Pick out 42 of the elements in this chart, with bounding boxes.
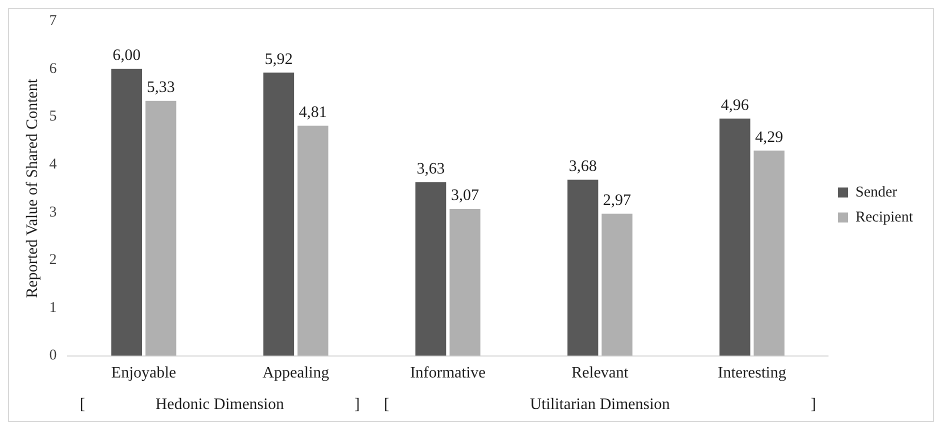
text: ] (810, 396, 816, 414)
legend-label: Recipient (856, 209, 914, 226)
data-label: 4,81 (298, 104, 327, 121)
y-tick-label: 4 (49, 156, 58, 172)
legend-label: Sender (856, 184, 898, 200)
y-tick-label: 6 (49, 60, 58, 77)
text: ] (354, 396, 360, 414)
x-tick-label: Informative (410, 364, 486, 382)
data-label: 5,92 (264, 50, 293, 68)
y-tick-label: 0 (49, 348, 57, 364)
data-label: 3,07 (450, 187, 479, 204)
text: Utilitarian Dimension (530, 396, 670, 414)
y-tick-label: 2 (49, 252, 57, 268)
x-tick-label: Appealing (262, 364, 330, 382)
bar (298, 126, 328, 356)
x-tick-label: Relevant (571, 364, 629, 382)
bar (263, 72, 294, 356)
y-tick-label: 3 (49, 204, 57, 220)
data-label: 5,33 (146, 79, 175, 96)
y-tick-label: 5 (49, 108, 57, 125)
data-label: 3,68 (568, 158, 597, 175)
y-tick-label: 7 (49, 12, 58, 29)
bar (719, 118, 750, 356)
bar (450, 208, 480, 356)
bar (111, 68, 142, 356)
text: [ (384, 396, 390, 414)
text: [ (80, 396, 86, 414)
bar (567, 180, 598, 356)
data-label: 6,00 (112, 47, 141, 64)
bar (754, 150, 784, 356)
data-label: 3,63 (416, 160, 445, 178)
bar (602, 214, 632, 356)
data-label: 4,29 (755, 128, 784, 146)
data-label: 2,97 (603, 192, 632, 209)
bar (415, 182, 446, 356)
y-axis-title: Reported Value of Shared Content (24, 78, 41, 298)
x-tick-label: Enjoyable (111, 364, 176, 382)
text: Hedonic Dimension (156, 396, 284, 414)
data-label: 4,96 (720, 96, 749, 114)
y-tick-label: 1 (49, 300, 57, 316)
bar (145, 100, 176, 356)
x-tick-label: Interesting (718, 364, 786, 382)
